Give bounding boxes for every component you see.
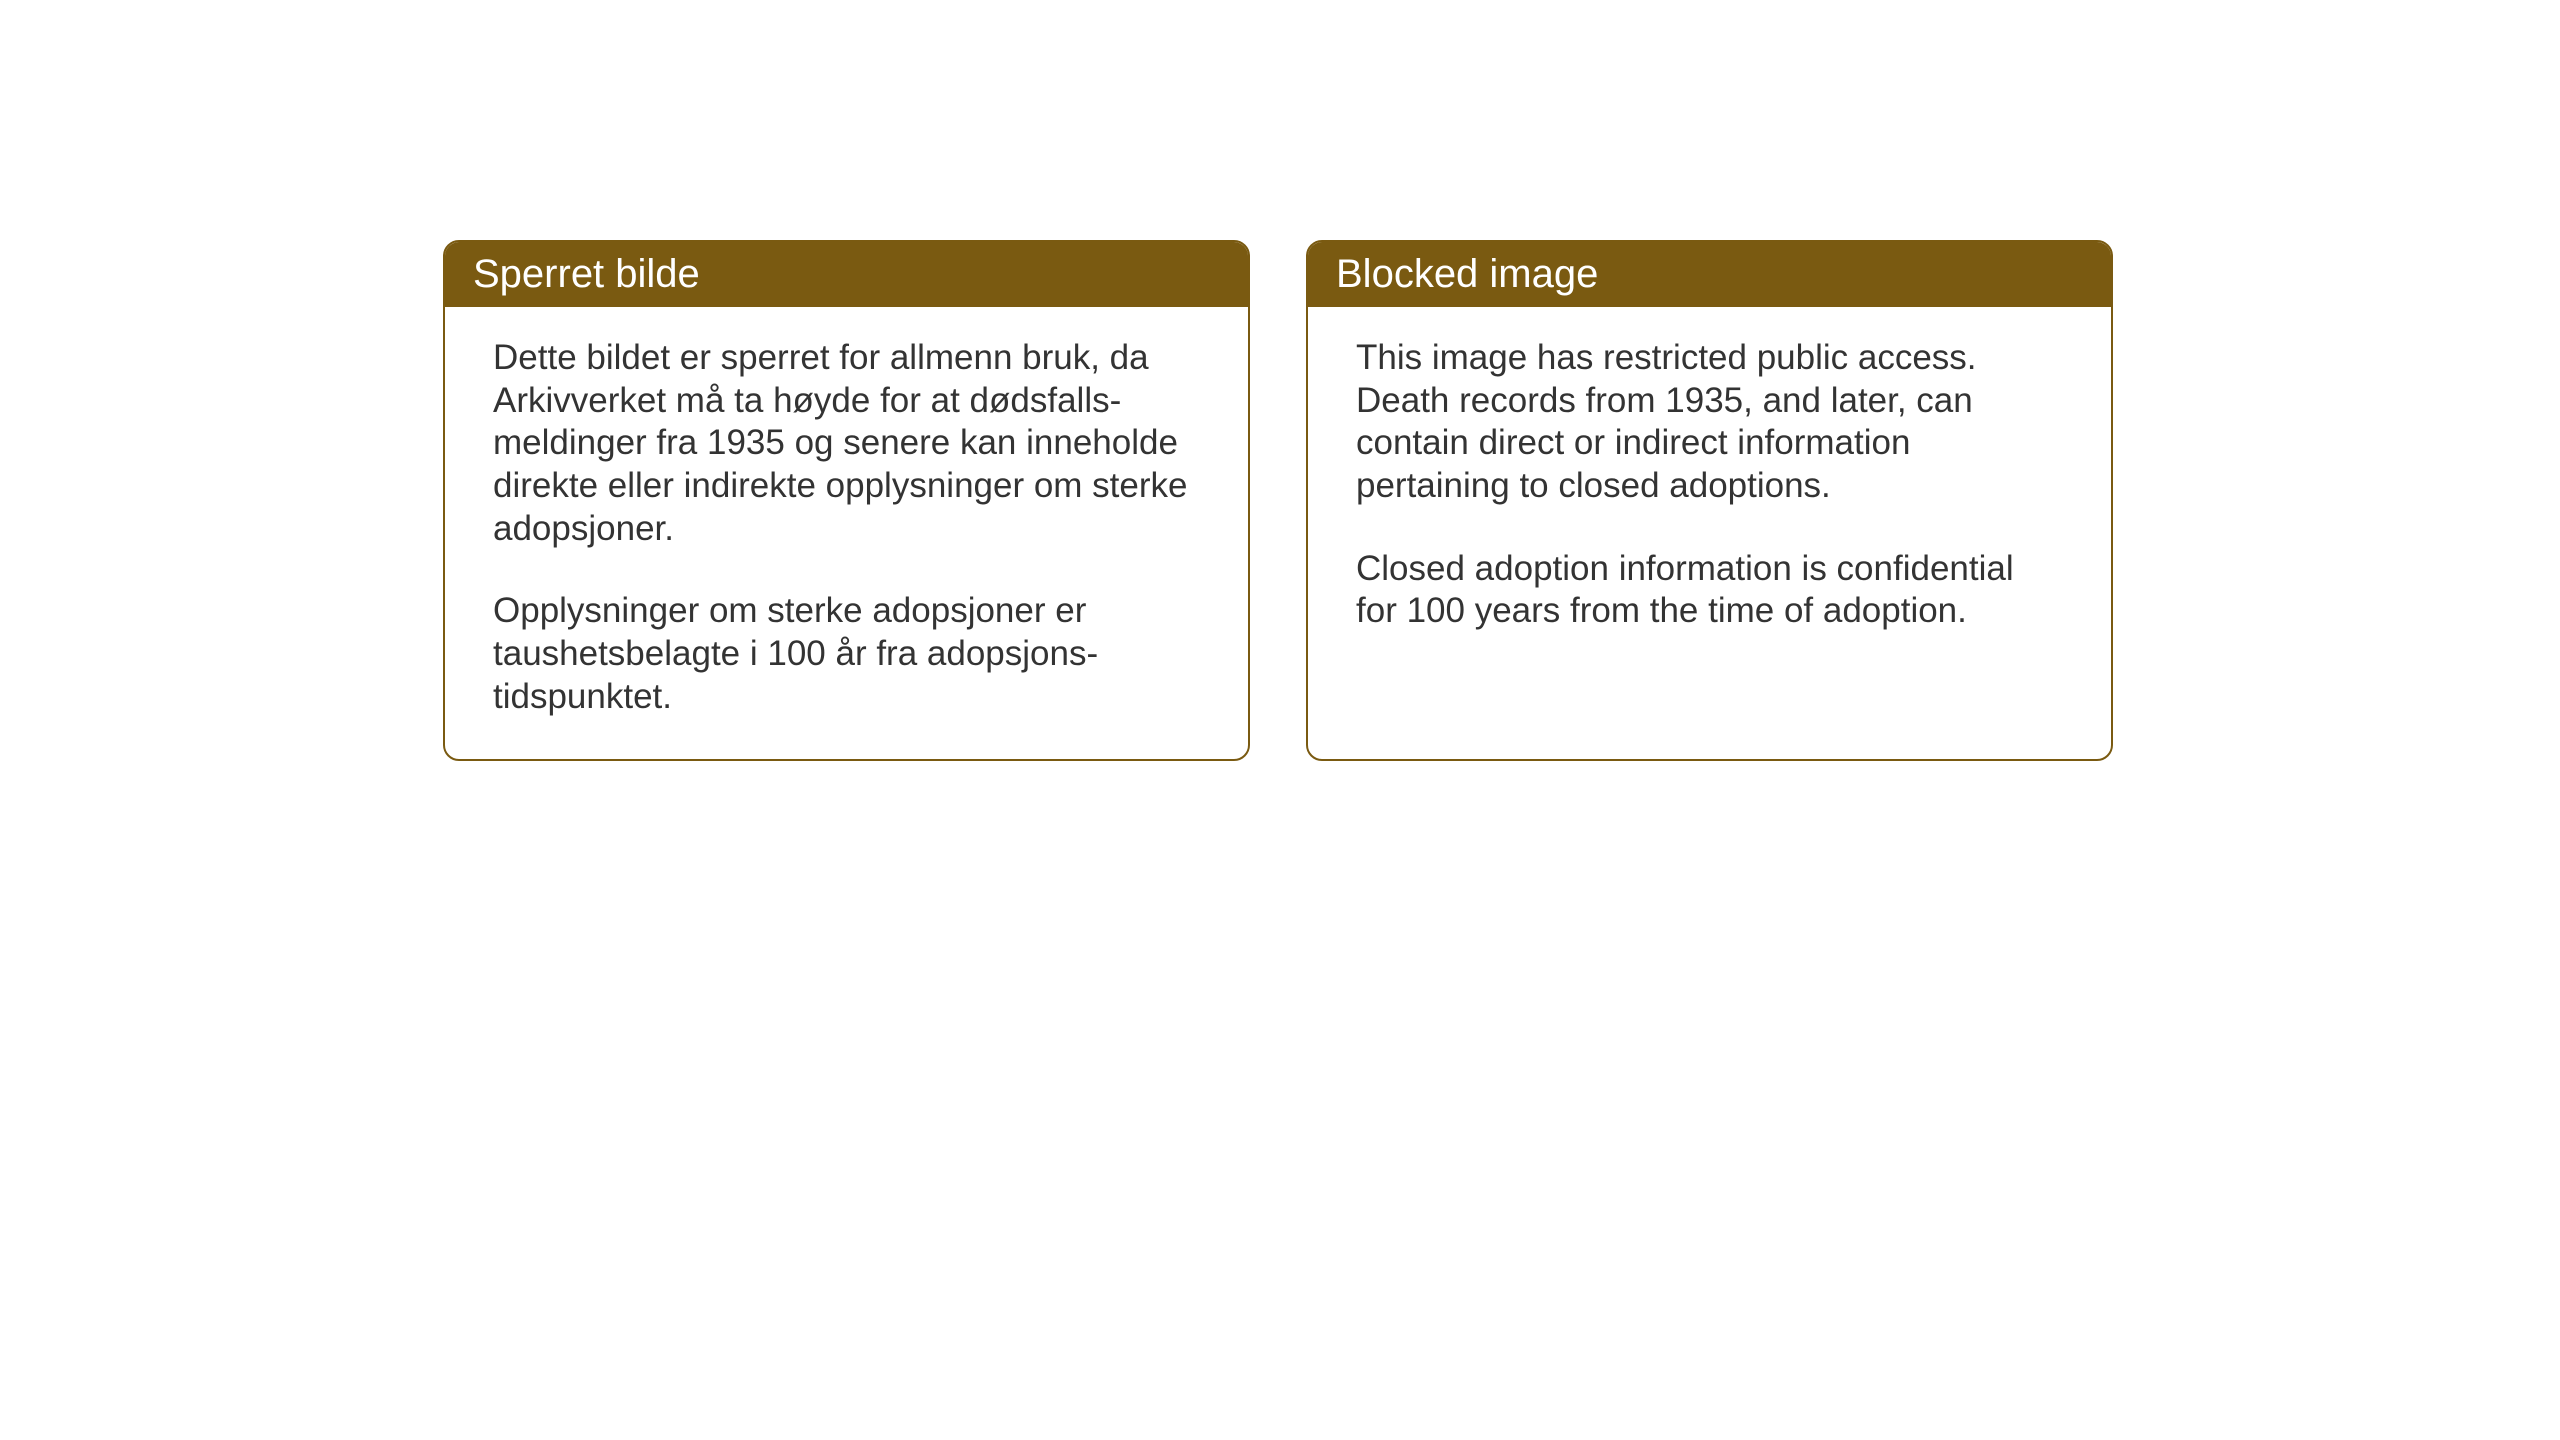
- notice-header-english: Blocked image: [1308, 242, 2111, 307]
- notice-body-norwegian: Dette bildet er sperret for allmenn bruk…: [445, 307, 1248, 759]
- notice-paragraph-1-english: This image has restricted public access.…: [1356, 337, 2063, 508]
- notice-header-norwegian: Sperret bilde: [445, 242, 1248, 307]
- notice-paragraph-2-norwegian: Opplysninger om sterke adopsjoner er tau…: [493, 590, 1200, 718]
- notice-paragraph-1-norwegian: Dette bildet er sperret for allmenn bruk…: [493, 337, 1200, 550]
- notice-card-english: Blocked image This image has restricted …: [1306, 240, 2113, 761]
- notice-title-english: Blocked image: [1336, 252, 1598, 296]
- notice-container: Sperret bilde Dette bildet er sperret fo…: [0, 0, 2560, 761]
- notice-paragraph-2-english: Closed adoption information is confident…: [1356, 548, 2063, 633]
- notice-body-english: This image has restricted public access.…: [1308, 307, 2111, 673]
- notice-card-norwegian: Sperret bilde Dette bildet er sperret fo…: [443, 240, 1250, 761]
- notice-title-norwegian: Sperret bilde: [473, 252, 700, 296]
